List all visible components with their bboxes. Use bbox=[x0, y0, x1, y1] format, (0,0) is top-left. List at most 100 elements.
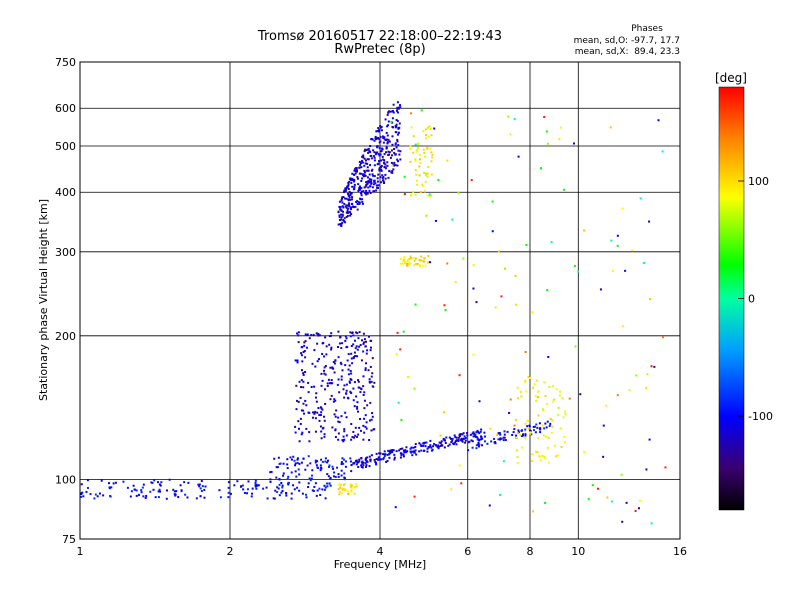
data-point bbox=[270, 470, 273, 473]
data-point bbox=[175, 490, 178, 493]
data-point bbox=[352, 343, 355, 346]
data-point bbox=[349, 331, 352, 334]
data-point bbox=[410, 126, 413, 129]
data-point bbox=[159, 490, 162, 493]
data-point bbox=[638, 499, 641, 502]
data-point bbox=[472, 435, 475, 438]
data-point bbox=[524, 379, 527, 382]
data-point bbox=[403, 175, 406, 178]
data-point bbox=[383, 450, 386, 453]
data-point bbox=[349, 211, 352, 214]
data-point bbox=[329, 398, 332, 401]
data-point bbox=[517, 429, 520, 432]
data-point bbox=[373, 180, 376, 183]
data-point bbox=[328, 335, 331, 338]
data-point bbox=[517, 155, 520, 158]
data-point bbox=[320, 437, 323, 440]
colorbar-ticks: 100 0 -100 bbox=[738, 175, 773, 423]
data-point bbox=[503, 267, 506, 270]
data-point bbox=[474, 433, 477, 436]
data-point bbox=[323, 415, 326, 418]
data-point bbox=[323, 488, 326, 491]
data-point bbox=[394, 124, 397, 127]
data-point bbox=[306, 464, 309, 467]
data-point bbox=[439, 444, 442, 447]
data-point bbox=[80, 495, 83, 498]
data-point bbox=[437, 447, 440, 450]
data-point bbox=[334, 428, 337, 431]
data-point bbox=[353, 186, 356, 189]
data-point bbox=[535, 423, 538, 426]
data-point bbox=[438, 441, 441, 444]
data-point bbox=[365, 464, 368, 467]
data-point bbox=[412, 446, 415, 449]
data-point bbox=[379, 126, 382, 129]
data-point bbox=[130, 490, 133, 493]
data-point bbox=[371, 372, 374, 375]
data-point bbox=[481, 437, 484, 440]
data-point bbox=[364, 414, 367, 417]
data-point bbox=[353, 381, 356, 384]
data-point bbox=[340, 474, 343, 477]
data-point bbox=[344, 205, 347, 208]
data-point bbox=[352, 205, 355, 208]
data-point bbox=[370, 339, 373, 342]
data-point bbox=[468, 440, 471, 443]
data-point bbox=[542, 434, 545, 437]
data-point bbox=[378, 167, 381, 170]
data-point bbox=[423, 155, 426, 158]
y-axis-ticks: 75 100 200 300 400 500 600 750 bbox=[55, 56, 76, 546]
data-point bbox=[302, 402, 305, 405]
data-point bbox=[227, 481, 230, 484]
data-point bbox=[203, 496, 206, 499]
data-point bbox=[422, 130, 425, 133]
data-point bbox=[203, 488, 206, 491]
data-point bbox=[293, 459, 296, 462]
data-point bbox=[475, 301, 478, 304]
data-point bbox=[314, 461, 317, 464]
data-point bbox=[547, 436, 550, 439]
data-point bbox=[474, 435, 477, 438]
data-point bbox=[419, 161, 422, 164]
data-point bbox=[477, 445, 480, 448]
data-point bbox=[360, 166, 363, 169]
data-point bbox=[461, 440, 464, 443]
data-point bbox=[545, 426, 548, 429]
data-point bbox=[653, 365, 656, 368]
data-point bbox=[400, 452, 403, 455]
data-point bbox=[342, 440, 345, 443]
data-point bbox=[338, 219, 341, 222]
data-point bbox=[426, 172, 429, 175]
data-point bbox=[377, 456, 380, 459]
data-point bbox=[140, 489, 143, 492]
data-point bbox=[342, 210, 345, 213]
data-point bbox=[382, 453, 385, 456]
data-point bbox=[324, 460, 327, 463]
data-point bbox=[340, 375, 343, 378]
data-point bbox=[348, 196, 351, 199]
data-point bbox=[420, 109, 423, 112]
data-point bbox=[406, 264, 409, 267]
data-point bbox=[379, 159, 382, 162]
data-point bbox=[509, 133, 512, 136]
data-point bbox=[380, 164, 383, 167]
data-point bbox=[352, 430, 355, 433]
data-point bbox=[430, 194, 433, 197]
data-point bbox=[396, 331, 399, 334]
data-point bbox=[475, 436, 478, 439]
data-point bbox=[337, 330, 340, 333]
data-point bbox=[378, 160, 381, 163]
data-point bbox=[533, 383, 536, 386]
data-point bbox=[427, 446, 430, 449]
data-point bbox=[393, 151, 396, 154]
data-point bbox=[433, 442, 436, 445]
data-point bbox=[402, 330, 405, 333]
data-point bbox=[432, 445, 435, 448]
data-point bbox=[515, 436, 518, 439]
grid-lines bbox=[80, 62, 680, 539]
data-point bbox=[373, 459, 376, 462]
data-point bbox=[396, 164, 399, 167]
data-point bbox=[424, 174, 427, 177]
data-point bbox=[275, 476, 278, 479]
data-point bbox=[645, 468, 648, 471]
